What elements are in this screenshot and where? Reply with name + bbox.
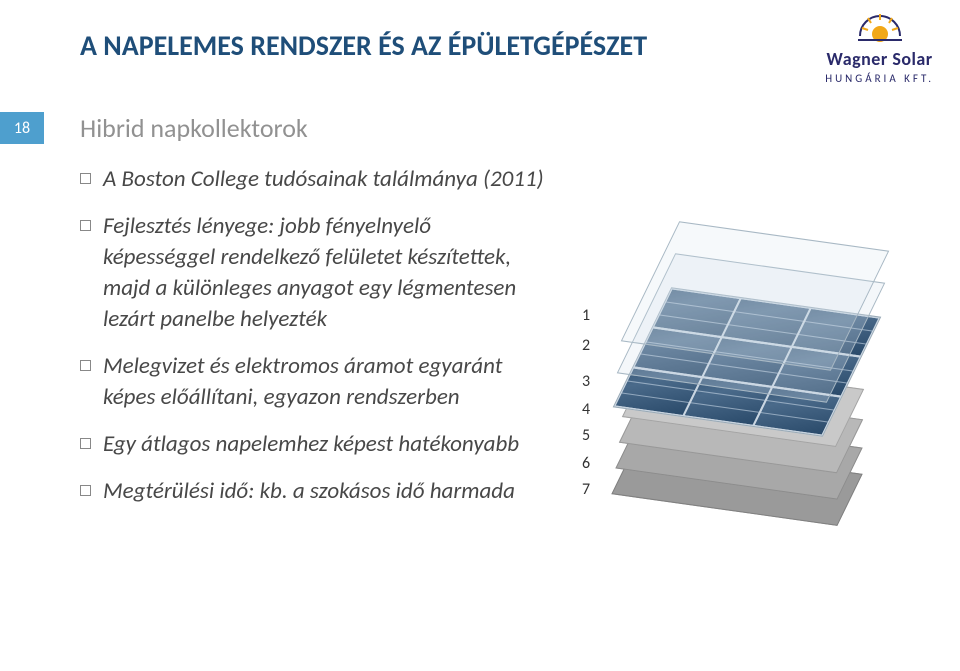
- slide-title: A NAPELEMES RENDSZER ÉS AZ ÉPÜLETGÉPÉSZE…: [80, 28, 647, 63]
- diagram-layer-label: 1: [582, 306, 590, 325]
- bullet-text: Megtérülési idő: kb. a szokásos idő harm…: [103, 476, 515, 507]
- logo-subtitle: HUNGÁRIA KFT.: [825, 72, 934, 85]
- list-item: Megtérülési idő: kb. a szokásos idő harm…: [80, 476, 546, 507]
- list-item: A Boston College tudósainak találmánya (…: [80, 164, 546, 195]
- bullet-text: Egy átlagos napelemhez képest hatékonyab…: [103, 429, 519, 460]
- diagram-layer-label: 5: [582, 426, 590, 445]
- bullet-text: Melegvizet és elektromos áramot egyaránt…: [103, 351, 546, 413]
- company-logo: Wagner Solar HUNGÁRIA KFT.: [825, 10, 934, 85]
- bullet-list: A Boston College tudósainak találmánya (…: [80, 164, 546, 523]
- list-item: Fejlesztés lényege: jobb fényelnyelő kép…: [80, 211, 546, 335]
- bullet-marker-icon: [80, 485, 91, 496]
- logo-name: Wagner Solar: [825, 48, 934, 70]
- sun-icon: [856, 10, 904, 44]
- list-item: Egy átlagos napelemhez képest hatékonyab…: [80, 429, 546, 460]
- bullet-text: A Boston College tudósainak találmánya (…: [103, 164, 544, 195]
- diagram-layer-label: 4: [582, 400, 590, 419]
- list-item: Melegvizet és elektromos áramot egyaránt…: [80, 351, 546, 413]
- layer-diagram: 1234567: [590, 236, 910, 536]
- diagram-layer-label: 6: [582, 454, 590, 473]
- slide-subtitle: Hibrid napkollektorok: [80, 112, 308, 144]
- bullet-marker-icon: [80, 360, 91, 371]
- diagram-layer-label: 2: [582, 336, 590, 355]
- bullet-text: Fejlesztés lényege: jobb fényelnyelő kép…: [103, 211, 546, 335]
- page-number-badge: 18: [0, 112, 44, 144]
- bullet-marker-icon: [80, 438, 91, 449]
- diagram-layer-label: 7: [582, 480, 590, 499]
- bullet-marker-icon: [80, 220, 91, 231]
- bullet-marker-icon: [80, 173, 91, 184]
- diagram-layer-label: 3: [582, 372, 590, 391]
